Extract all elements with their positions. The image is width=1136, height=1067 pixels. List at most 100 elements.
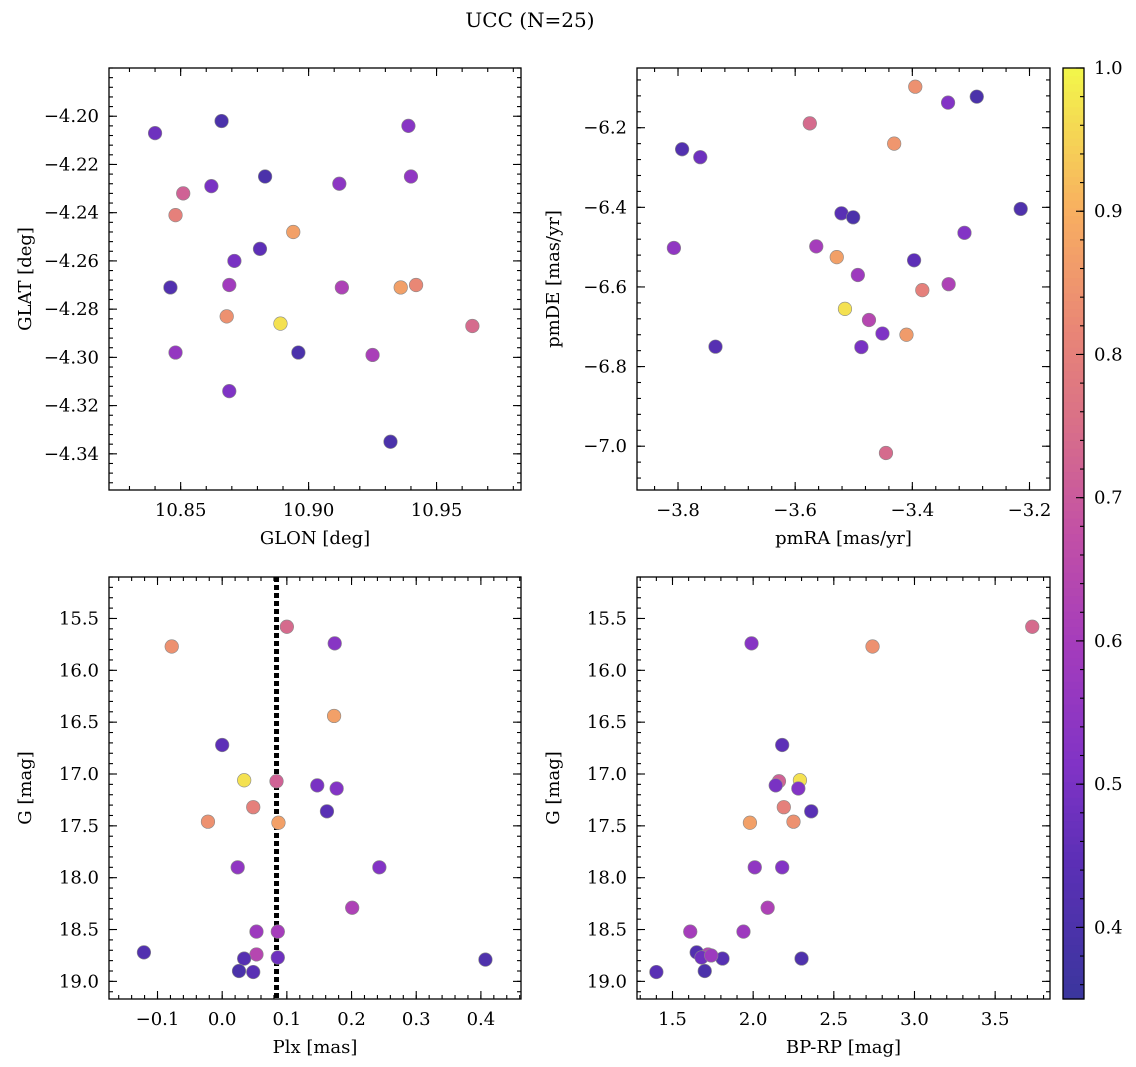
- x-tick-label: 0.0: [208, 1009, 237, 1030]
- colorbar-segment: [1063, 781, 1084, 791]
- scatter-point: [237, 951, 252, 966]
- y-tick-label: −4.26: [44, 251, 99, 272]
- scatter-point: [269, 774, 284, 789]
- y-axis-label: GLAT [deg]: [15, 227, 36, 331]
- scatter-point: [372, 860, 387, 875]
- scatter-point: [334, 280, 349, 295]
- colorbar-segment: [1063, 556, 1084, 566]
- scatter-point: [829, 250, 844, 265]
- scatter-point: [768, 778, 783, 793]
- scatter-point: [915, 283, 930, 298]
- scatter-point: [249, 947, 264, 962]
- scatter-point: [176, 186, 191, 201]
- colorbar-segment: [1063, 517, 1084, 527]
- scatter-point: [704, 948, 719, 963]
- panel-glon-glat: 10.85 10.90 10.95 −4.20 −4.22 −4.24 −4.26 −4.28…: [15, 67, 522, 549]
- scatter-point: [286, 224, 301, 240]
- scatter-point: [861, 312, 877, 328]
- scatter-point: [693, 150, 708, 165]
- colorbar: 0.4 0.5 0.6 0.7 0.8 0.9 1.0: [1062, 58, 1123, 1000]
- scatter-point: [1025, 619, 1040, 634]
- scatter-point: [332, 176, 347, 191]
- colorbar-segment: [1063, 83, 1084, 92]
- y-tick-label: −7.0: [583, 436, 627, 457]
- y-tick-label: −6.8: [583, 357, 627, 378]
- axes-frame: [108, 576, 522, 1000]
- x-axis-label: pmRA [mas/yr]: [775, 528, 912, 549]
- colorbar-segment: [1063, 448, 1084, 457]
- colorbar-segment: [1063, 727, 1084, 736]
- scatter-point: [345, 900, 360, 915]
- scatter-point: [214, 113, 229, 129]
- colorbar-segment: [1063, 967, 1084, 977]
- colorbar-segment: [1063, 145, 1084, 154]
- colorbar-segment: [1063, 851, 1084, 860]
- colorbar-segment: [1063, 479, 1084, 488]
- x-tick-label: 0.3: [402, 1009, 431, 1030]
- colorbar-segment: [1063, 742, 1084, 752]
- colorbar-segment: [1063, 238, 1084, 248]
- scatter-point: [327, 636, 342, 651]
- scatter-point: [222, 384, 237, 399]
- scatter-point: [809, 239, 824, 254]
- scatter-point: [649, 964, 664, 980]
- colorbar-segment: [1063, 130, 1084, 139]
- y-tick-label: 18.0: [587, 868, 627, 889]
- scatter-point: [291, 345, 306, 360]
- colorbar-segment: [1063, 789, 1084, 798]
- colorbar-segment: [1063, 735, 1084, 744]
- y-tick-label: 15.5: [587, 608, 627, 629]
- y-tick-label: −6.4: [583, 197, 627, 218]
- colorbar-segment: [1063, 401, 1084, 410]
- colorbar-segment: [1063, 432, 1084, 441]
- scatter-point: [383, 434, 398, 449]
- x-tick-label: 0.4: [467, 1009, 496, 1030]
- y-tick-label: −4.22: [44, 154, 99, 175]
- colorbar-segment: [1063, 843, 1084, 853]
- scatter-point: [237, 773, 252, 788]
- colorbar-segment: [1063, 975, 1084, 985]
- scatter-point: [837, 301, 853, 316]
- y-tick-label: 19.0: [59, 971, 99, 992]
- colorbar-segment: [1063, 867, 1084, 876]
- colorbar-frame: [1062, 67, 1085, 1000]
- y-tick-label: 18.5: [587, 920, 627, 941]
- colorbar-segment: [1063, 665, 1084, 674]
- y-tick-label: 16.5: [59, 712, 99, 733]
- scatter-point: [846, 210, 861, 225]
- scatter-point: [786, 814, 801, 829]
- scatter-point: [697, 963, 712, 979]
- colorbar-segment: [1063, 595, 1084, 604]
- y-tick-label: 18.0: [59, 868, 99, 889]
- colorbar-segment: [1063, 952, 1084, 961]
- scatter-point: [940, 95, 956, 110]
- scatter-point: [675, 142, 690, 157]
- scatter-point: [310, 778, 325, 793]
- colorbar-segment: [1063, 168, 1084, 178]
- colorbar-segment: [1063, 758, 1084, 767]
- scatter-point: [168, 345, 183, 360]
- colorbar-segment: [1063, 285, 1084, 294]
- scatter-point: [760, 900, 775, 915]
- colorbar-segment: [1063, 409, 1084, 418]
- scatter-point: [775, 860, 790, 875]
- colorbar-segment: [1063, 673, 1084, 682]
- colorbar-segment: [1063, 347, 1084, 356]
- scatter-point: [222, 277, 237, 293]
- scatter-point: [136, 945, 152, 960]
- colorbar-segment: [1063, 642, 1084, 651]
- colorbar-segment: [1063, 611, 1084, 620]
- colorbar-segment: [1063, 944, 1084, 954]
- y-tick-label: −6.2: [583, 118, 627, 139]
- y-tick-label: −4.20: [44, 106, 99, 127]
- x-tick-label: −0.1: [136, 1009, 180, 1030]
- colorbar-segment: [1063, 370, 1084, 379]
- x-tick-label: −3.6: [773, 500, 817, 521]
- scatter-point: [941, 277, 956, 292]
- scatter-point: [246, 800, 261, 815]
- colorbar-tick-label: 0.6: [1094, 631, 1123, 652]
- colorbar-segment: [1063, 277, 1084, 286]
- colorbar-segment: [1063, 393, 1084, 403]
- scatter-point: [163, 280, 178, 295]
- scatter-point: [736, 924, 751, 939]
